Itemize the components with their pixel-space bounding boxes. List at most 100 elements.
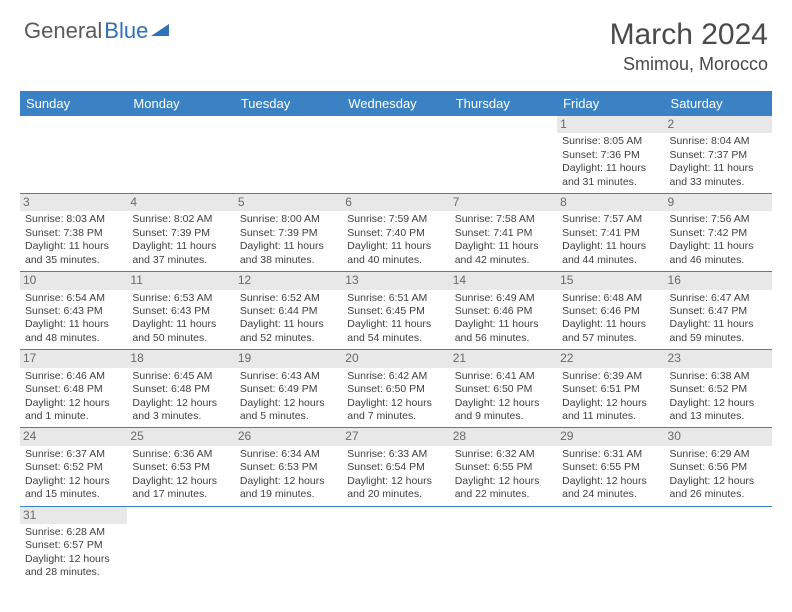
daylight-text: Daylight: 11 hours and 59 minutes. <box>670 318 767 345</box>
weekday-label: Sunday <box>20 91 127 116</box>
weeks-container: .....1Sunrise: 8:05 AMSunset: 7:36 PMDay… <box>20 116 772 584</box>
daylight-text: Daylight: 11 hours and 40 minutes. <box>347 240 444 267</box>
day-number: 16 <box>665 272 772 289</box>
sunset-text: Sunset: 6:52 PM <box>25 461 122 474</box>
daylight-text: Daylight: 12 hours and 7 minutes. <box>347 397 444 424</box>
sunset-text: Sunset: 7:41 PM <box>455 227 552 240</box>
daylight-text: Daylight: 11 hours and 57 minutes. <box>562 318 659 345</box>
sunset-text: Sunset: 6:45 PM <box>347 305 444 318</box>
daylight-text: Daylight: 12 hours and 22 minutes. <box>455 475 552 502</box>
day-number: 5 <box>235 194 342 211</box>
sunset-text: Sunset: 6:43 PM <box>132 305 229 318</box>
daylight-text: Daylight: 11 hours and 46 minutes. <box>670 240 767 267</box>
day-cell: 24Sunrise: 6:37 AMSunset: 6:52 PMDayligh… <box>20 428 127 505</box>
day-cell: 7Sunrise: 7:58 AMSunset: 7:41 PMDaylight… <box>450 194 557 271</box>
daylight-text: Daylight: 11 hours and 35 minutes. <box>25 240 122 267</box>
sunrise-text: Sunrise: 6:53 AM <box>132 292 229 305</box>
sunset-text: Sunset: 6:57 PM <box>25 539 122 552</box>
day-cell: 21Sunrise: 6:41 AMSunset: 6:50 PMDayligh… <box>450 350 557 427</box>
daylight-text: Daylight: 11 hours and 52 minutes. <box>240 318 337 345</box>
daylight-text: Daylight: 12 hours and 3 minutes. <box>132 397 229 424</box>
weekday-label: Wednesday <box>342 91 449 116</box>
day-number: 1 <box>557 116 664 133</box>
title-block: March 2024 Smimou, Morocco <box>610 18 768 75</box>
logo-text-blue: Blue <box>104 18 148 44</box>
day-number: 7 <box>450 194 557 211</box>
day-number: 19 <box>235 350 342 367</box>
week-row: 31Sunrise: 6:28 AMSunset: 6:57 PMDayligh… <box>20 507 772 584</box>
daylight-text: Daylight: 11 hours and 37 minutes. <box>132 240 229 267</box>
day-cell: 17Sunrise: 6:46 AMSunset: 6:48 PMDayligh… <box>20 350 127 427</box>
weekday-label: Friday <box>557 91 664 116</box>
sunrise-text: Sunrise: 6:42 AM <box>347 370 444 383</box>
sunrise-text: Sunrise: 7:57 AM <box>562 213 659 226</box>
sunset-text: Sunset: 7:38 PM <box>25 227 122 240</box>
day-cell: 6Sunrise: 7:59 AMSunset: 7:40 PMDaylight… <box>342 194 449 271</box>
day-number: 26 <box>235 428 342 445</box>
sunset-text: Sunset: 7:41 PM <box>562 227 659 240</box>
daylight-text: Daylight: 12 hours and 15 minutes. <box>25 475 122 502</box>
sunset-text: Sunset: 7:40 PM <box>347 227 444 240</box>
sunrise-text: Sunrise: 6:38 AM <box>670 370 767 383</box>
day-cell: 15Sunrise: 6:48 AMSunset: 6:46 PMDayligh… <box>557 272 664 349</box>
day-number: 4 <box>127 194 234 211</box>
sunrise-text: Sunrise: 8:05 AM <box>562 135 659 148</box>
day-cell: 20Sunrise: 6:42 AMSunset: 6:50 PMDayligh… <box>342 350 449 427</box>
sunset-text: Sunset: 6:51 PM <box>562 383 659 396</box>
sunset-text: Sunset: 6:56 PM <box>670 461 767 474</box>
day-number: 8 <box>557 194 664 211</box>
sunset-text: Sunset: 7:39 PM <box>132 227 229 240</box>
sunrise-text: Sunrise: 6:36 AM <box>132 448 229 461</box>
day-cell: 3Sunrise: 8:03 AMSunset: 7:38 PMDaylight… <box>20 194 127 271</box>
sunset-text: Sunset: 6:54 PM <box>347 461 444 474</box>
day-cell: . <box>127 507 234 584</box>
sunrise-text: Sunrise: 6:48 AM <box>562 292 659 305</box>
day-cell: . <box>342 116 449 193</box>
day-number: 30 <box>665 428 772 445</box>
daylight-text: Daylight: 12 hours and 19 minutes. <box>240 475 337 502</box>
daylight-text: Daylight: 11 hours and 56 minutes. <box>455 318 552 345</box>
sunrise-text: Sunrise: 6:39 AM <box>562 370 659 383</box>
daylight-text: Daylight: 11 hours and 50 minutes. <box>132 318 229 345</box>
daylight-text: Daylight: 12 hours and 20 minutes. <box>347 475 444 502</box>
sunset-text: Sunset: 6:46 PM <box>455 305 552 318</box>
daylight-text: Daylight: 12 hours and 26 minutes. <box>670 475 767 502</box>
day-cell: . <box>557 507 664 584</box>
logo: GeneralBlue <box>24 18 173 44</box>
weekday-header: Sunday Monday Tuesday Wednesday Thursday… <box>20 91 772 116</box>
sunset-text: Sunset: 6:49 PM <box>240 383 337 396</box>
day-cell: 8Sunrise: 7:57 AMSunset: 7:41 PMDaylight… <box>557 194 664 271</box>
daylight-text: Daylight: 11 hours and 54 minutes. <box>347 318 444 345</box>
sunrise-text: Sunrise: 6:51 AM <box>347 292 444 305</box>
day-cell: 14Sunrise: 6:49 AMSunset: 6:46 PMDayligh… <box>450 272 557 349</box>
daylight-text: Daylight: 11 hours and 38 minutes. <box>240 240 337 267</box>
sunset-text: Sunset: 6:48 PM <box>132 383 229 396</box>
day-cell: 25Sunrise: 6:36 AMSunset: 6:53 PMDayligh… <box>127 428 234 505</box>
day-number: 2 <box>665 116 772 133</box>
sunrise-text: Sunrise: 6:54 AM <box>25 292 122 305</box>
day-number: 11 <box>127 272 234 289</box>
day-cell: . <box>235 116 342 193</box>
day-cell: 27Sunrise: 6:33 AMSunset: 6:54 PMDayligh… <box>342 428 449 505</box>
sunrise-text: Sunrise: 6:34 AM <box>240 448 337 461</box>
weekday-label: Monday <box>127 91 234 116</box>
day-number: 3 <box>20 194 127 211</box>
day-number: 22 <box>557 350 664 367</box>
sunrise-text: Sunrise: 6:52 AM <box>240 292 337 305</box>
daylight-text: Daylight: 11 hours and 48 minutes. <box>25 318 122 345</box>
day-cell: . <box>342 507 449 584</box>
day-cell: 12Sunrise: 6:52 AMSunset: 6:44 PMDayligh… <box>235 272 342 349</box>
daylight-text: Daylight: 12 hours and 28 minutes. <box>25 553 122 580</box>
week-row: 10Sunrise: 6:54 AMSunset: 6:43 PMDayligh… <box>20 272 772 350</box>
daylight-text: Daylight: 11 hours and 42 minutes. <box>455 240 552 267</box>
day-number: 25 <box>127 428 234 445</box>
weekday-label: Thursday <box>450 91 557 116</box>
sunset-text: Sunset: 6:55 PM <box>455 461 552 474</box>
location-label: Smimou, Morocco <box>610 54 768 75</box>
daylight-text: Daylight: 12 hours and 1 minute. <box>25 397 122 424</box>
sunset-text: Sunset: 6:44 PM <box>240 305 337 318</box>
sunrise-text: Sunrise: 6:46 AM <box>25 370 122 383</box>
day-number: 23 <box>665 350 772 367</box>
day-cell: 11 Sunrise: 6:53 AMSunset: 6:43 PMDayligh… <box>127 272 234 349</box>
weekday-label: Saturday <box>665 91 772 116</box>
